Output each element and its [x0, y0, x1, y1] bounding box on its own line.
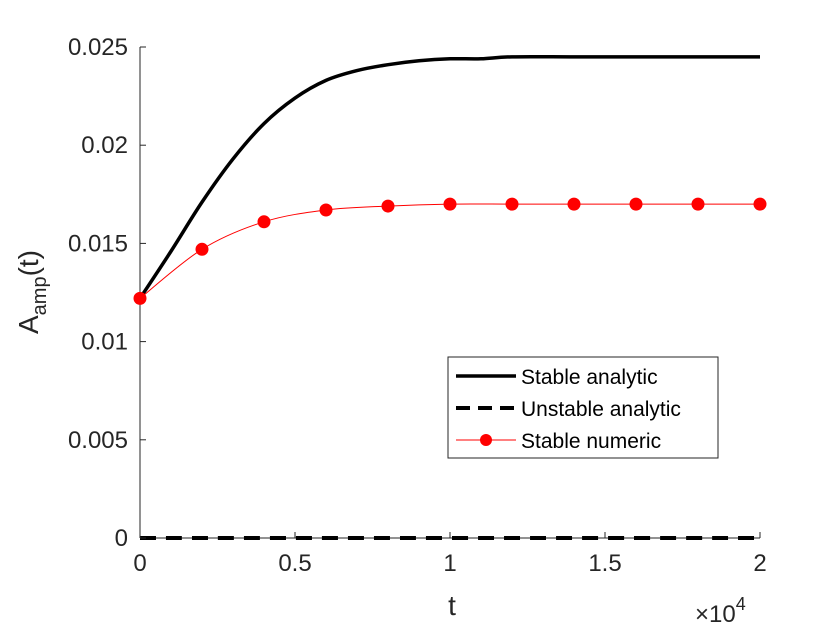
- legend-entry-label: Stable analytic: [521, 366, 658, 389]
- x-axis-multiplier-base: ×10: [695, 601, 736, 628]
- y-axis-label-suffix: (t): [13, 250, 44, 276]
- stable-numeric-point: [691, 197, 705, 211]
- x-tick-label: 2: [753, 550, 766, 577]
- x-tick-label: 1.5: [588, 550, 621, 577]
- series-0: [138, 54, 760, 300]
- y-axis-label: Aamp(t): [13, 250, 51, 334]
- stable-numeric-point: [257, 215, 271, 229]
- stable-numeric-point: [753, 197, 767, 211]
- series-layer: [133, 54, 767, 541]
- y-tick-label: 0.02: [81, 132, 128, 159]
- stable-analytic-line: [138, 54, 760, 300]
- y-tick-label: 0.005: [68, 427, 128, 454]
- stable-numeric-point: [443, 197, 457, 211]
- legend-box: [447, 356, 719, 459]
- y-axis-label-subscript: amp: [29, 276, 51, 315]
- ticks-layer: 0 0.5 1 1.5 2 0 0.005 0.01 0.015 0.02 0.025: [68, 34, 767, 577]
- y-tick-label: 0.025: [68, 34, 128, 61]
- x-tick-label: 0: [133, 550, 146, 577]
- x-tick-label: 1: [443, 550, 456, 577]
- x-axis-multiplier-exponent: 4: [736, 594, 746, 614]
- x-axis-label: t: [448, 590, 456, 621]
- stable-numeric-line: [139, 203, 760, 299]
- x-axis-multiplier: ×104: [695, 594, 746, 628]
- axes: [139, 47, 760, 539]
- x-tick-label: 0.5: [278, 550, 311, 577]
- stable-numeric-point: [195, 242, 209, 256]
- legend: Stable analytic Unstable analytic Stable n…: [447, 356, 719, 459]
- y-axis-label-base: A: [13, 315, 44, 334]
- stable-numeric-point: [381, 199, 395, 213]
- y-tick-label: 0.015: [68, 230, 128, 257]
- stable-numeric-point: [319, 203, 333, 217]
- legend-marker-stable-numeric: [480, 434, 492, 446]
- y-tick-label: 0: [115, 525, 128, 552]
- stable-numeric-point: [629, 197, 643, 211]
- stable-numeric-point: [505, 197, 519, 211]
- legend-entry-label: Stable numeric: [521, 430, 661, 453]
- series-2: [133, 197, 767, 305]
- y-tick-label: 0.01: [81, 329, 128, 356]
- stable-numeric-point: [567, 197, 581, 211]
- stable-numeric-point: [133, 291, 147, 305]
- legend-entry-label: Unstable analytic: [521, 398, 681, 421]
